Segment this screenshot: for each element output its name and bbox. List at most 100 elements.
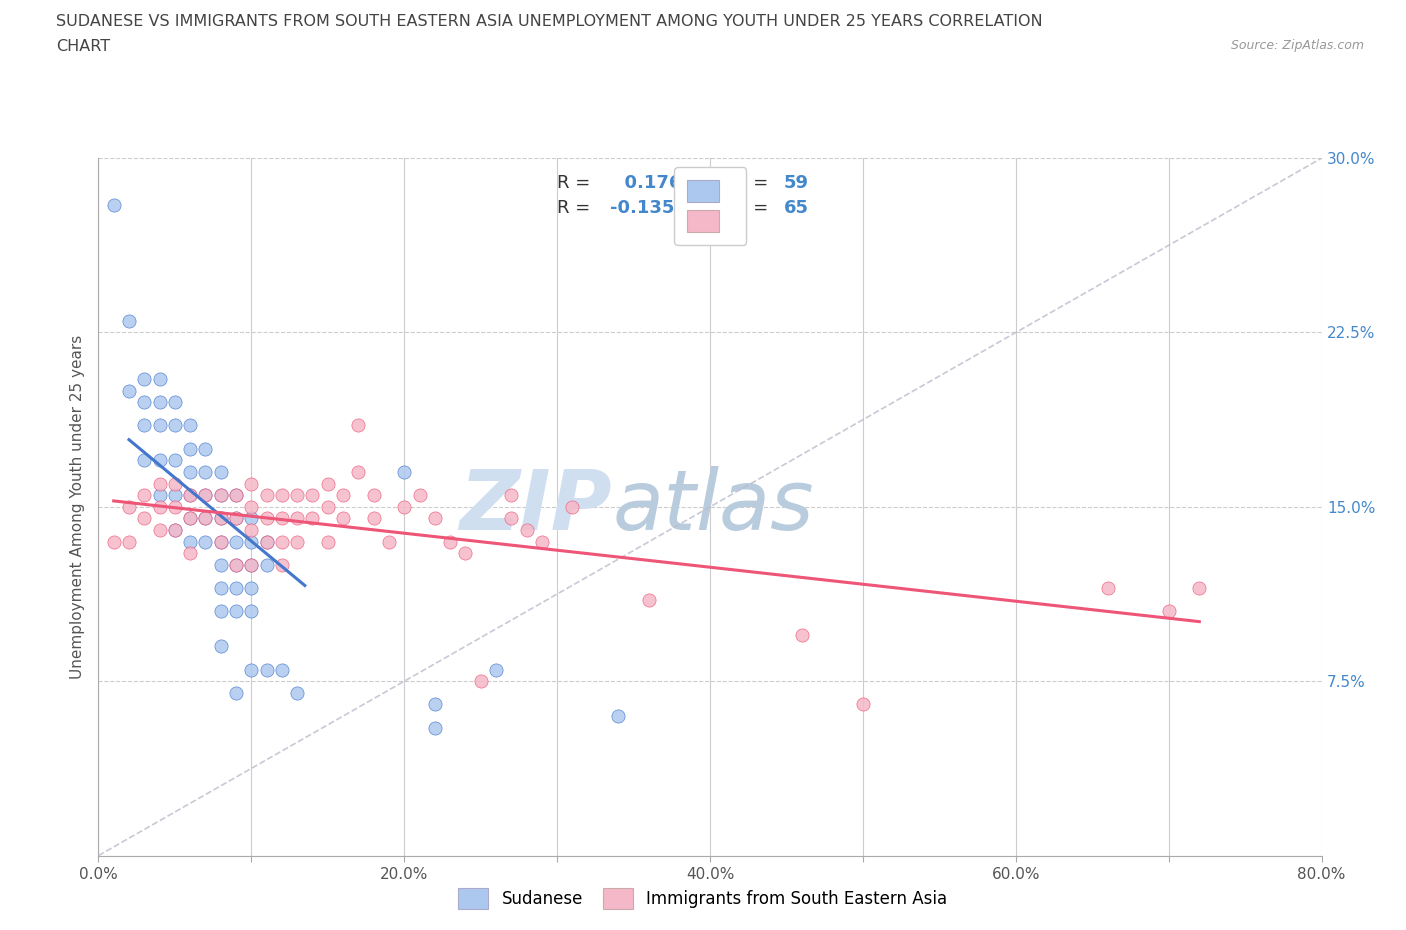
Text: 59: 59 [783,174,808,192]
Point [209,639,232,654]
Point [163,453,186,468]
Point [270,488,292,503]
Point [516,523,538,538]
Point [209,604,232,619]
Point [194,512,217,526]
Point [134,488,156,503]
Point [439,534,461,549]
Point [209,465,232,480]
Point [179,512,201,526]
Point [423,698,446,712]
Point [240,662,263,677]
Point [270,662,292,677]
Point [301,488,323,503]
Point [363,488,385,503]
Point [240,580,263,596]
Point [149,476,172,491]
Point [240,604,263,619]
Point [363,512,385,526]
Point [225,512,247,526]
Point [179,442,201,457]
Point [408,488,430,503]
Text: 65: 65 [783,199,808,218]
Point [209,512,232,526]
Point [118,313,141,328]
Point [149,394,172,409]
Point [149,453,172,468]
Text: N =: N = [734,174,775,192]
Point [240,558,263,573]
Point [285,534,308,549]
Text: -0.135: -0.135 [610,199,673,218]
Point [240,534,263,549]
Point [270,534,292,549]
Point [256,534,278,549]
Point [118,499,141,514]
Point [1188,580,1211,596]
Point [149,418,172,433]
Text: N =: N = [734,199,775,218]
Point [454,546,477,561]
Text: ZIP: ZIP [460,466,612,548]
Point [103,197,125,212]
Point [179,488,201,503]
Point [225,488,247,503]
Point [256,534,278,549]
Point [179,512,201,526]
Point [163,488,186,503]
Point [423,512,446,526]
Point [240,512,263,526]
Point [270,558,292,573]
Point [256,512,278,526]
Point [209,512,232,526]
Point [134,512,156,526]
Point [209,558,232,573]
Point [301,512,323,526]
Point [470,673,492,688]
Point [179,488,201,503]
Text: 0.176: 0.176 [612,174,682,192]
Point [209,488,232,503]
Y-axis label: Unemployment Among Youth under 25 years: Unemployment Among Youth under 25 years [69,335,84,679]
Point [209,580,232,596]
Point [316,476,339,491]
Point [561,499,583,514]
Point [134,394,156,409]
Point [240,523,263,538]
Point [194,442,217,457]
Text: CHART: CHART [56,39,110,54]
Point [637,592,661,607]
Text: SUDANESE VS IMMIGRANTS FROM SOUTH EASTERN ASIA UNEMPLOYMENT AMONG YOUTH UNDER 25: SUDANESE VS IMMIGRANTS FROM SOUTH EASTER… [56,14,1043,29]
Point [225,580,247,596]
Point [225,488,247,503]
Point [118,383,141,398]
Point [179,465,201,480]
Point [225,685,247,700]
Point [194,512,217,526]
Point [149,488,172,503]
Point [392,499,416,514]
Point [225,558,247,573]
Point [163,523,186,538]
Point [240,558,263,573]
Point [501,488,523,503]
Point [378,534,401,549]
Point [134,371,156,387]
Point [209,534,232,549]
Text: R =: R = [557,199,591,218]
Point [149,523,172,538]
Point [194,465,217,480]
Point [194,534,217,549]
Point [179,418,201,433]
Point [103,534,125,549]
Point [240,476,263,491]
Point [347,465,370,480]
Point [179,546,201,561]
Point [225,512,247,526]
Text: Source: ZipAtlas.com: Source: ZipAtlas.com [1230,39,1364,52]
Legend: Sudanese, Immigrants from South Eastern Asia: Sudanese, Immigrants from South Eastern … [450,880,956,917]
Point [790,628,813,643]
Point [285,488,308,503]
Point [179,534,201,549]
Point [256,558,278,573]
